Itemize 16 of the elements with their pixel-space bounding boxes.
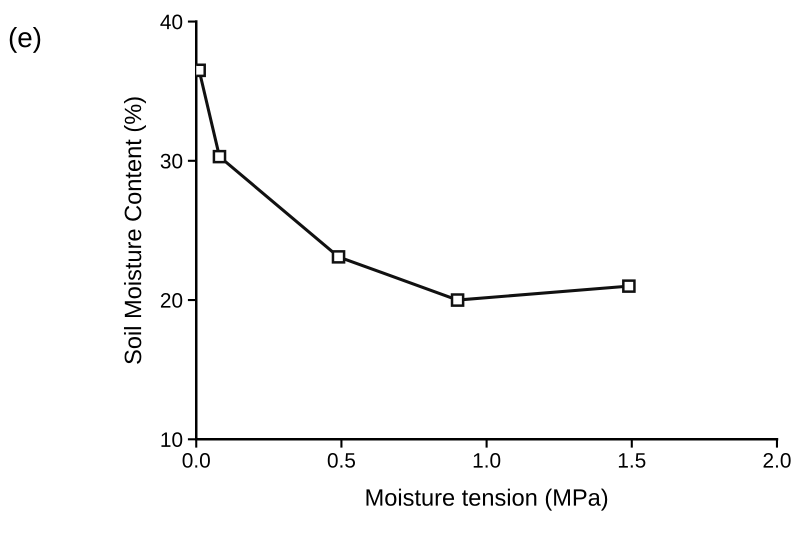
x-axis-title: Moisture tension (MPa) [366,488,608,511]
point [212,150,226,164]
point [332,250,346,264]
x-tick-label: 2.0 [764,453,791,468]
y-axis-title: Soil Moisture Content (%) [124,97,146,364]
x-tick-label: 1.5 [618,453,646,468]
point [450,293,464,307]
x-tick-label: 0.0 [182,453,210,468]
text: (e) [10,26,40,53]
y-tick-label: 40 [160,14,182,30]
x-tick-label: 1.0 [474,453,500,468]
point [622,279,636,293]
x-tick-label: 0.5 [328,453,356,468]
y-tick-label: 30 [160,154,182,169]
y-tick-label: 10 [161,432,182,448]
y-tick-label: 20 [160,293,182,308]
